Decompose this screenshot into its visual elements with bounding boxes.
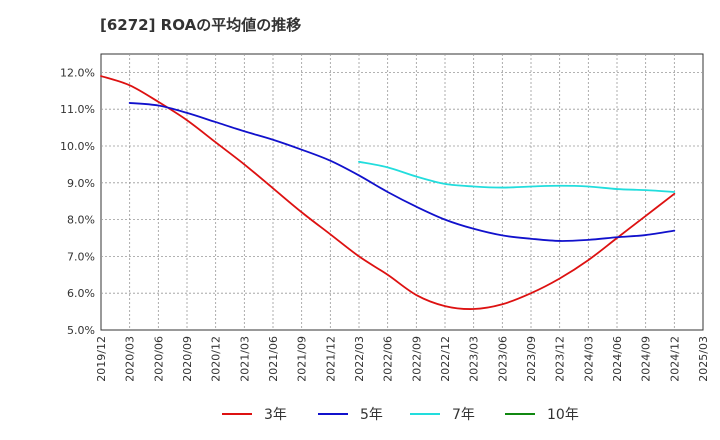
grid — [100, 53, 704, 331]
series-line-2 — [358, 160, 676, 193]
y-tick-label: 12.0% — [60, 66, 95, 79]
y-tick-label: 10.0% — [60, 140, 95, 153]
x-tick-label: 2020/12 — [210, 336, 223, 382]
y-tick-label: 7.0% — [67, 250, 95, 263]
y-tick-label: 6.0% — [67, 287, 95, 300]
x-tick-label: 2022/09 — [410, 336, 423, 382]
x-tick-label: 2024/03 — [582, 336, 595, 382]
legend-label-3: 10年 — [547, 407, 579, 423]
series-lines — [100, 75, 676, 310]
x-tick-label: 2021/03 — [238, 336, 251, 382]
x-tick-label: 2022/03 — [353, 336, 366, 382]
y-tick-label: 11.0% — [60, 103, 95, 116]
x-tick-label: 2023/06 — [496, 336, 509, 382]
chart-title: [6272] ROAの平均値の推移 — [100, 16, 302, 34]
x-tick-label: 2021/12 — [324, 336, 337, 382]
x-tick-label: 2022/12 — [439, 336, 452, 382]
legend-label-1: 5年 — [360, 407, 383, 423]
x-tick-label: 2024/06 — [611, 336, 624, 382]
series-line-0 — [100, 75, 676, 310]
x-tick-label: 2022/06 — [382, 336, 395, 382]
y-tick-label: 5.0% — [67, 324, 95, 337]
legend-label-2: 7年 — [452, 407, 475, 423]
x-tick-label: 2020/03 — [124, 336, 137, 382]
series-line-1 — [128, 102, 676, 242]
x-tick-label: 2021/06 — [267, 336, 280, 382]
x-tick-label: 2020/09 — [181, 336, 194, 382]
x-tick-label: 2025/03 — [697, 336, 710, 382]
y-tick-label: 8.0% — [67, 214, 95, 227]
x-tick-label: 2019/12 — [95, 336, 108, 382]
y-tick-label: 9.0% — [67, 177, 95, 190]
x-tick-label: 2024/09 — [640, 336, 653, 382]
x-tick-label: 2023/09 — [525, 336, 538, 382]
x-tick-label: 2020/06 — [152, 336, 165, 382]
x-tick-label: 2024/12 — [668, 336, 681, 382]
plot-frame — [100, 53, 704, 331]
x-tick-label: 2023/03 — [468, 336, 481, 382]
x-tick-label: 2023/12 — [554, 336, 567, 382]
x-tick-label: 2021/09 — [296, 336, 309, 382]
axes: 2019/12 2020/03 2020/06 2020/09 2020/12 2021/… — [60, 66, 710, 381]
legend: 3年 5年 7年 10年 — [222, 407, 579, 423]
legend-label-0: 3年 — [264, 407, 287, 423]
